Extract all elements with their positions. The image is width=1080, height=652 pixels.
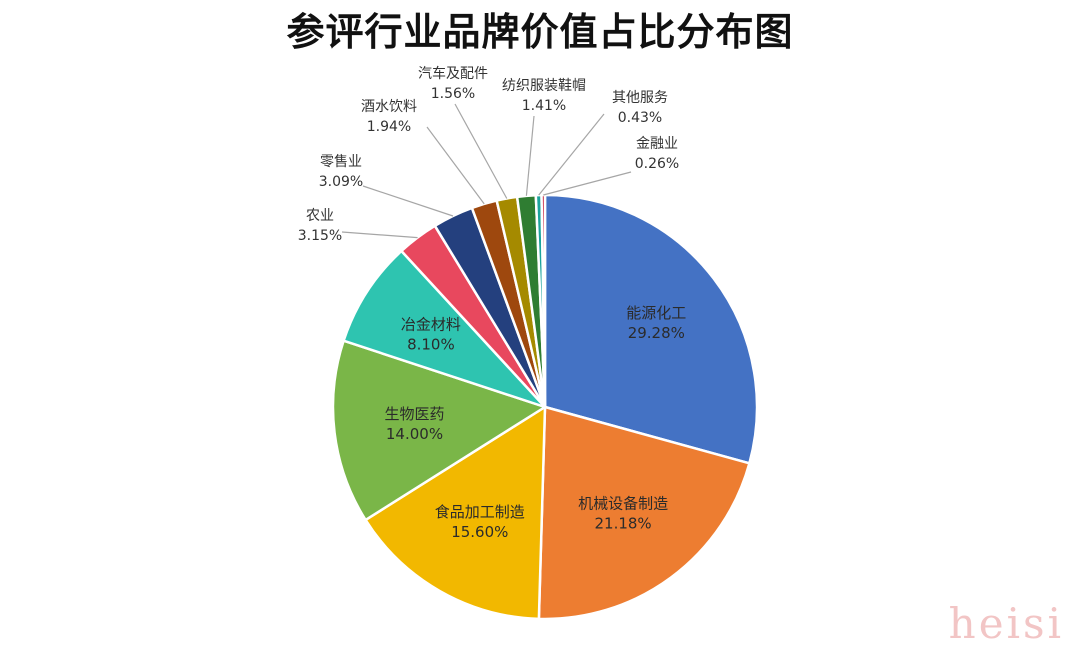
data-label-value-slice-12: 0.26% [635,156,679,172]
data-label-name-slice-10: 纺织服装鞋帽 [502,78,586,94]
pie-slice-4 [331,339,547,522]
pie-slice-1 [543,193,759,465]
data-label-name-slice-2: 机械设备制造 [578,495,668,513]
leader-line-slice-12 [543,171,632,196]
leader-line-slice-9 [454,103,508,199]
leader-line-slice-11 [538,113,605,196]
data-label-value-slice-5: 8.10% [407,336,455,354]
data-label-name-slice-9: 汽车及配件 [418,65,488,82]
data-label-name-slice-5: 冶金材料 [401,316,461,334]
data-label-name-slice-12: 金融业 [636,136,678,152]
pie-slice-2 [537,405,751,621]
watermark-text: heisi [948,599,1064,648]
data-label-value-slice-2: 21.18% [594,515,651,533]
data-label-name-slice-1: 能源化工 [626,304,686,322]
data-label-name-slice-3: 食品加工制造 [435,503,525,521]
data-label-name-slice-8: 酒水饮料 [361,99,417,115]
leader-line-slice-7 [362,185,454,217]
data-label-value-slice-10: 1.41% [522,98,566,114]
data-label-value-slice-9: 1.56% [431,86,475,102]
data-label-value-slice-3: 15.60% [451,523,508,541]
leader-line-slice-8 [426,126,485,205]
pie-slice-3 [364,405,547,621]
data-label-value-slice-11: 0.43% [618,110,662,126]
leader-line-slice-10 [525,115,535,196]
data-label-value-slice-1: 29.28% [628,324,685,342]
data-label-value-slice-4: 14.00% [386,425,443,443]
data-label-name-slice-11: 其他服务 [612,90,668,106]
leader-line-slice-6 [341,231,418,239]
data-label-name-slice-6: 农业 [306,208,334,224]
pie-slice-5 [342,249,547,409]
data-label-name-slice-4: 生物医药 [384,405,444,423]
data-label-name-slice-7: 零售业 [320,154,362,170]
data-label-value-slice-7: 3.09% [319,174,363,190]
data-label-value-slice-8: 1.94% [367,119,411,135]
chart-title: 参评行业品牌价值占比分布图 [286,10,794,54]
data-label-value-slice-6: 3.15% [298,228,342,244]
